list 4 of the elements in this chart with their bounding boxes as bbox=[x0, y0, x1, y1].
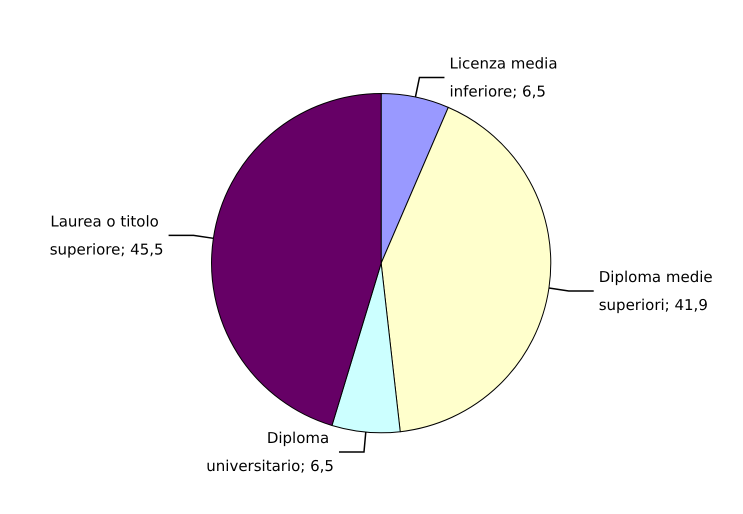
slice-label: Laurea o titolo superiore; 45,5 bbox=[50, 212, 164, 258]
slice-label: Diploma universitario; 6,5 bbox=[206, 429, 334, 476]
slice-label: Diploma medie superiori; 41,9 bbox=[598, 268, 718, 314]
slice-label: Licenza media inferiore; 6,5 bbox=[449, 54, 562, 100]
